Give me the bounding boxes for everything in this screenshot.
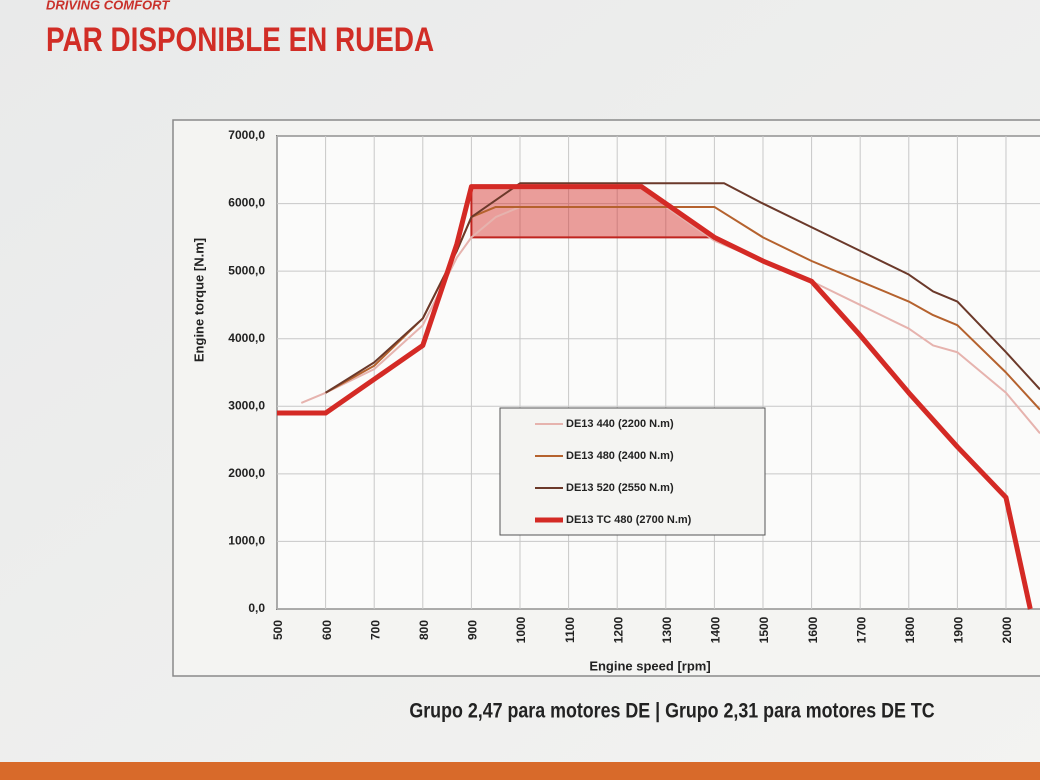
x-tick-label: 1600 xyxy=(806,616,820,643)
series-line xyxy=(300,205,1040,434)
kicker: DRIVING COMFORT xyxy=(46,0,170,12)
x-tick-label: 600 xyxy=(320,620,334,640)
y-tick-label: 6000,0 xyxy=(228,196,265,210)
y-axis-label: Engine torque [N.m] xyxy=(191,238,206,362)
y-tick-label: 1000,0 xyxy=(228,534,265,548)
x-tick-label: 700 xyxy=(368,620,382,640)
y-tick-label: 3000,0 xyxy=(228,398,265,412)
labels: 0,0 1000,0 2000,0 3000,0 4000,0 5000,0 6000,0 7… xyxy=(228,128,1014,643)
x-tick-label: 1200 xyxy=(611,616,625,643)
y-tick-label: 5000,0 xyxy=(228,263,265,277)
x-tick-label: 1300 xyxy=(660,616,674,643)
x-tick-label: 800 xyxy=(417,620,431,640)
x-tick-label: 1700 xyxy=(854,616,868,643)
footer-caption: Grupo 2,47 para motores DE | Grupo 2,31 … xyxy=(409,699,934,723)
slide-title: PAR DISPONIBLE EN RUEDA xyxy=(46,20,434,58)
x-tick-label: 900 xyxy=(466,620,480,640)
x-axis-label: Engine speed [rpm] xyxy=(589,658,710,673)
x-tick-label: 1900 xyxy=(952,616,966,643)
x-tick-label: 2000 xyxy=(1000,616,1014,643)
y-tick-label: 7000,0 xyxy=(228,128,265,142)
series-line xyxy=(325,182,1040,394)
legend-box xyxy=(499,407,766,536)
legend-label: DE13 440 (2200 N.m) xyxy=(566,418,674,430)
x-tick-label: 500 xyxy=(271,620,285,640)
x-tick-label: 1400 xyxy=(709,616,723,643)
x-tick-label: 1000 xyxy=(514,616,528,643)
x-tick-label: 1100 xyxy=(563,617,577,643)
footer-strip xyxy=(0,762,1040,780)
legend-label: DE13 480 (2400 N.m) xyxy=(566,450,674,462)
legend-label: DE13 520 (2550 N.m) xyxy=(566,482,674,494)
legend-label: DE13 TC 480 (2700 N.m) xyxy=(566,514,692,526)
series-line xyxy=(277,184,1033,610)
legend: DE13 440 (2200 N.m) DE13 480 (2400 N.m) DE… xyxy=(535,418,692,526)
y-tick-label: 2000,0 xyxy=(228,466,265,480)
x-tick-label: 1800 xyxy=(903,616,917,643)
y-tick-label: 0,0 xyxy=(248,601,265,615)
x-tick-label: 1500 xyxy=(757,616,771,643)
y-tick-label: 4000,0 xyxy=(228,331,265,345)
lines xyxy=(277,182,1040,610)
